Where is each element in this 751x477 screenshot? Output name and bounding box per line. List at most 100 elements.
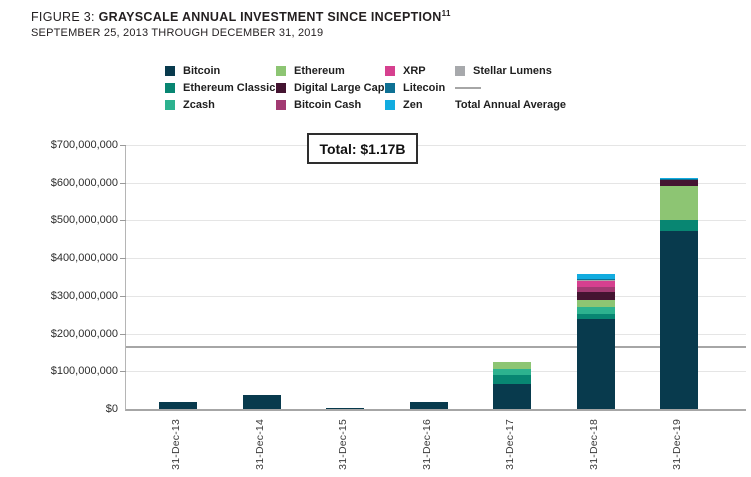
legend-item-ethereum: Ethereum	[276, 62, 384, 79]
footnote-marker: 11	[441, 9, 451, 18]
legend-average-line-row	[455, 79, 566, 96]
litecoin-swatch-icon	[385, 82, 395, 93]
legend-column-3: XRP Litecoin Zen	[385, 62, 445, 113]
segment-zen	[576, 273, 615, 279]
gridline-100m	[126, 371, 746, 373]
legend-label-litecoin: Litecoin	[403, 81, 446, 94]
legend-label-stellar-lumens: Stellar Lumens	[473, 64, 552, 77]
bar-31-dec-19	[660, 145, 698, 409]
gridline-600m	[126, 182, 746, 184]
x-tick-label-31-dec-16: 31-Dec-16	[420, 419, 433, 470]
x-tick-label-31-dec-14: 31-Dec-14	[253, 419, 266, 470]
segment-zen	[660, 177, 698, 180]
legend-label-xrp: XRP	[403, 64, 426, 77]
legend-item-bitcoin-cash: Bitcoin Cash	[276, 96, 384, 113]
stellar-lumens-swatch-icon	[455, 65, 465, 76]
x-tick-label-31-dec-18: 31-Dec-18	[587, 419, 600, 470]
y-tick-label-700m: $700,000,000	[50, 139, 118, 151]
x-tick-label-31-dec-19: 31-Dec-19	[671, 419, 683, 470]
figure-header: FIGURE 3: GRAYSCALE ANNUAL INVESTMENT SI…	[31, 9, 451, 39]
figure-subtitle: SEPTEMBER 25, 2013 THROUGH DECEMBER 31, …	[31, 27, 324, 40]
legend-label-total-annual-average: Total Annual Average	[455, 98, 567, 111]
total-annotation-text: Total: $1.17B	[319, 140, 406, 157]
gridline-200m	[126, 333, 746, 335]
legend-label-bitcoin-cash: Bitcoin Cash	[294, 98, 362, 111]
legend-column-4: Stellar Lumens Total Annual Average	[455, 62, 566, 113]
segment-ethereum_classic	[576, 313, 615, 320]
bar-31-dec-15	[326, 145, 364, 409]
total-annotation: Total: $1.17B	[307, 133, 418, 164]
bar-31-dec-13	[159, 145, 197, 409]
legend-item-digital-large-cap: Digital Large Cap	[276, 79, 384, 96]
legend-label-bitcoin: Bitcoin	[183, 64, 221, 77]
segment-ethereum	[576, 299, 615, 307]
segment-zcash	[576, 306, 615, 314]
axis-tick-500m	[120, 220, 126, 222]
legend-item-zen: Zen	[385, 96, 445, 113]
segment-litecoin	[660, 179, 698, 181]
bar-31-dec-17	[493, 145, 531, 409]
legend-item-bitcoin: Bitcoin	[165, 62, 275, 79]
y-tick-label-100m: $100,000,000	[50, 365, 118, 378]
y-tick-label-300m: $300,000,000	[50, 289, 118, 302]
axis-tick-300m	[120, 295, 126, 297]
legend-column-2: Ethereum Digital Large Cap Bitcoin Cash	[276, 62, 384, 113]
x-tick-label-31-dec-13: 31-Dec-13	[170, 419, 182, 470]
y-tick-label-0m: $0	[105, 403, 118, 415]
figure-label: FIGURE 3:	[31, 10, 95, 25]
segment-zcash	[493, 369, 531, 375]
bar-31-dec-16	[409, 145, 448, 409]
y-tick-label-200m: $200,000,000	[50, 327, 118, 340]
gridline-500m	[126, 220, 746, 222]
figure-title: GRAYSCALE ANNUAL INVESTMENT SINCE INCEPT…	[98, 10, 442, 25]
segment-bitcoin	[576, 319, 615, 409]
zcash-swatch-icon	[165, 99, 175, 110]
digital-large-cap-swatch-icon	[276, 82, 286, 93]
segment-bitcoin	[409, 402, 448, 409]
axis-tick-200m	[120, 333, 126, 335]
legend-label-digital-large-cap: Digital Large Cap	[294, 81, 385, 94]
y-tick-label-500m: $500,000,000	[50, 214, 118, 227]
segment-bitcoin_cash	[576, 287, 615, 293]
segment-bitcoin	[159, 402, 197, 409]
legend-item-total-annual-average: Total Annual Average	[455, 96, 566, 113]
axis-tick-400m	[120, 258, 126, 260]
ethereum-classic-swatch-icon	[165, 82, 175, 93]
gridline-300m	[126, 295, 746, 297]
segment-ethereum_classic	[660, 220, 698, 231]
legend-label-zen: Zen	[403, 98, 423, 111]
legend-item-litecoin: Litecoin	[385, 79, 445, 96]
ethereum-swatch-icon	[276, 65, 286, 76]
segment-litecoin	[576, 278, 615, 280]
gridline-400m	[126, 258, 746, 260]
axis-tick-100m	[120, 371, 126, 373]
bitcoin-cash-swatch-icon	[276, 99, 286, 110]
segment-bitcoin	[493, 383, 531, 409]
xrp-swatch-icon	[385, 65, 395, 76]
segment-digital_large_cap	[576, 292, 615, 300]
legend-item-stellar-lumens: Stellar Lumens	[455, 62, 566, 79]
figure-title-line: FIGURE 3: GRAYSCALE ANNUAL INVESTMENT SI…	[31, 9, 451, 24]
y-tick-label-400m: $400,000,000	[50, 252, 118, 265]
segment-ethereum_classic	[493, 374, 531, 384]
segment-bitcoin	[660, 231, 698, 409]
segment-bitcoin	[326, 407, 364, 409]
total-annual-average-line	[126, 346, 746, 348]
segment-ethereum	[493, 361, 531, 370]
x-tick-label-31-dec-17: 31-Dec-17	[504, 419, 516, 470]
y-tick-label-600m: $600,000,000	[50, 176, 118, 189]
plot-area	[120, 145, 746, 411]
average-line-icon	[455, 86, 481, 89]
legend-item-ethereum-classic: Ethereum Classic	[165, 79, 275, 96]
legend-item-xrp: XRP	[385, 62, 445, 79]
bar-31-dec-18	[576, 145, 615, 409]
legend-label-ethereum: Ethereum	[294, 64, 345, 77]
legend-item-zcash: Zcash	[165, 96, 275, 113]
bitcoin-swatch-icon	[165, 65, 175, 76]
legend-label-ethereum-classic: Ethereum Classic	[183, 81, 276, 94]
axis-tick-700m	[120, 145, 126, 146]
segment-ethereum	[660, 185, 698, 221]
zen-swatch-icon	[385, 99, 395, 110]
axis-tick-600m	[120, 182, 126, 184]
